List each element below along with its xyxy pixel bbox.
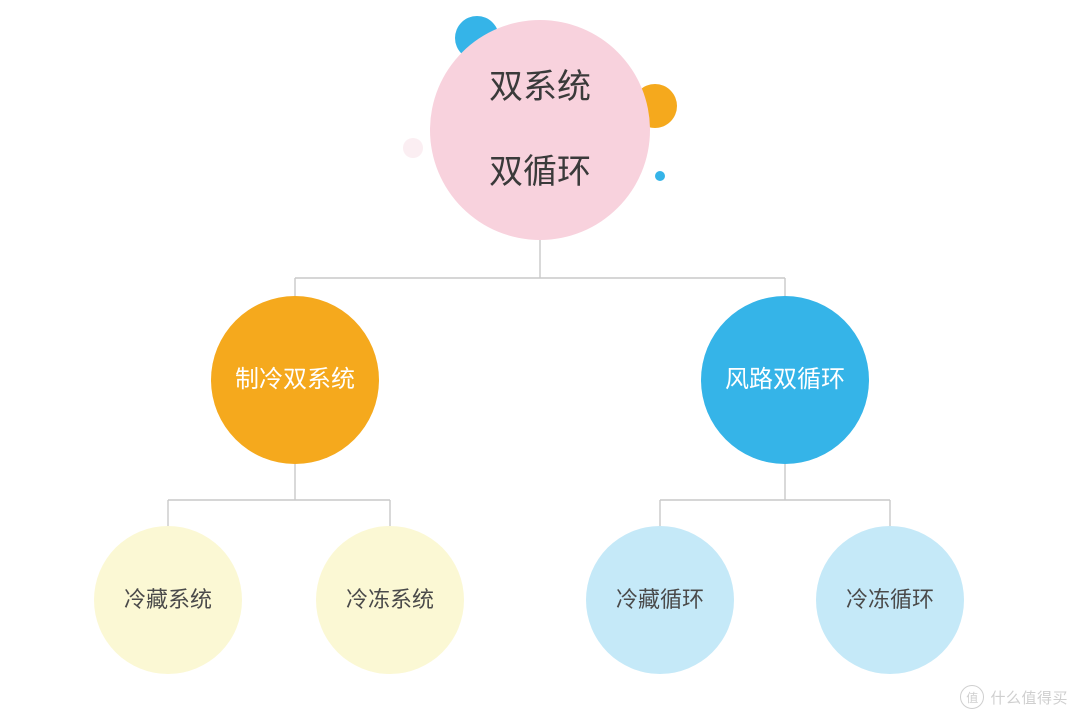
node-freezing-cycle-label: 冷冻循环: [846, 586, 934, 614]
node-refrigeration-system-label: 冷藏系统: [124, 586, 212, 614]
node-freezing-system-label: 冷冻系统: [346, 586, 434, 614]
node-refrigeration-system: 冷藏系统: [94, 526, 242, 674]
node-cooling-label: 制冷双系统: [235, 365, 355, 395]
node-freezing-cycle: 冷冻循环: [816, 526, 964, 674]
node-airflow-label: 风路双循环: [725, 365, 845, 395]
node-airflow-cycle: 风路双循环: [701, 296, 869, 464]
root-node: 双系统 双循环: [430, 20, 650, 240]
decoration-dot: [403, 138, 423, 158]
node-freezing-system: 冷冻系统: [316, 526, 464, 674]
node-refrigeration-cycle-label: 冷藏循环: [616, 586, 704, 614]
decoration-dot: [655, 171, 665, 181]
watermark-text: 什么值得买: [990, 687, 1068, 708]
root-line2: 双循环: [489, 151, 591, 194]
root-line1: 双系统: [489, 66, 591, 109]
watermark-badge-icon: 值: [960, 685, 984, 709]
node-cooling-system: 制冷双系统: [211, 296, 379, 464]
watermark: 值 什么值得买: [960, 685, 1068, 709]
node-refrigeration-cycle: 冷藏循环: [586, 526, 734, 674]
